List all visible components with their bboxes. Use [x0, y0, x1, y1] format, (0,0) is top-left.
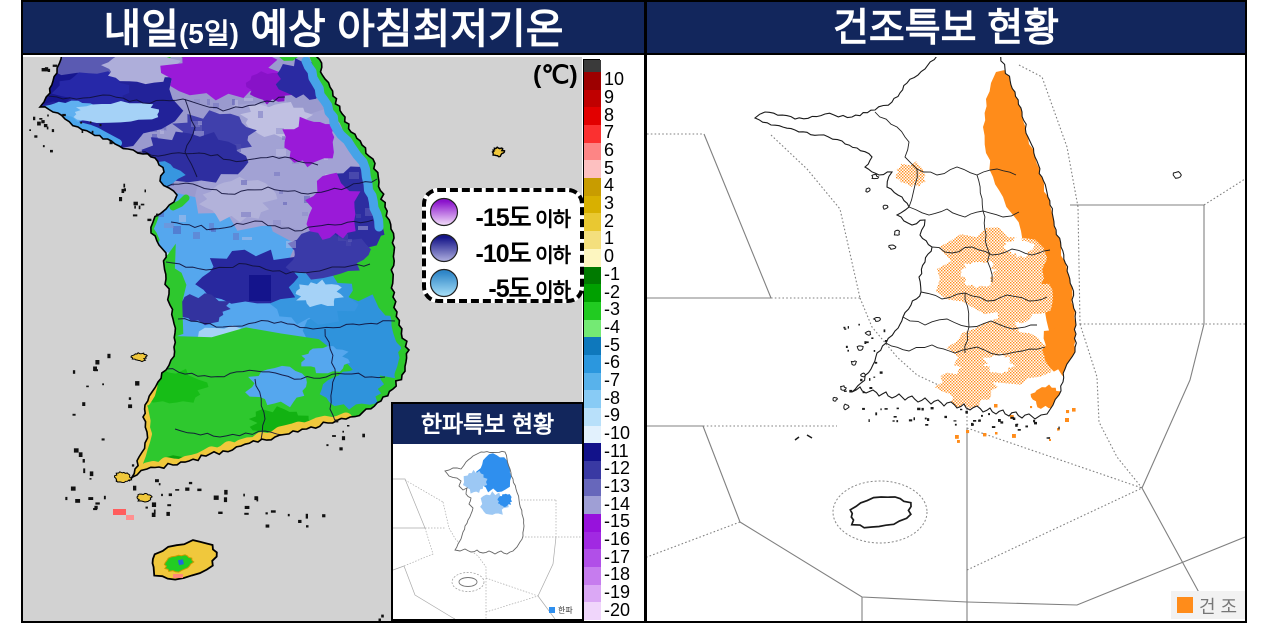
svg-text:건 조: 건 조 [1199, 597, 1237, 617]
svg-text:한파: 한파 [558, 606, 573, 615]
